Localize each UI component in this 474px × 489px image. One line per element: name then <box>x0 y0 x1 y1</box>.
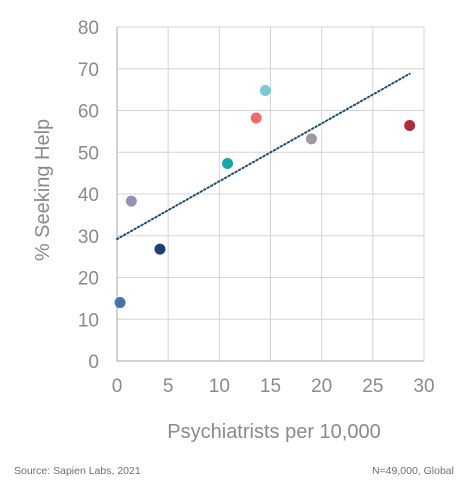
x-tick-label: 10 <box>209 376 230 397</box>
sample-note: N=49,000, Global <box>371 465 454 477</box>
y-tick-label: 70 <box>78 60 99 81</box>
y-tick-label: 50 <box>78 143 99 164</box>
source-note: Source: Sapien Labs, 2021 <box>14 465 141 477</box>
x-tick-label: 25 <box>362 376 383 397</box>
y-axis-title: % Seeking Help <box>32 119 54 261</box>
data-point <box>222 158 234 170</box>
y-tick-label: 60 <box>78 102 99 123</box>
x-tick-label: 20 <box>311 376 332 397</box>
y-tick-label: 30 <box>78 227 99 248</box>
x-tick-label: 15 <box>260 376 281 397</box>
data-point <box>125 195 137 207</box>
data-point <box>305 133 317 145</box>
x-axis-title: Psychiatrists per 10,000 <box>167 421 380 443</box>
tick-labels: 0 10 20 30 40 50 60 70 80 0 5 10 15 20 25 30 <box>78 18 435 397</box>
trendline <box>116 72 411 241</box>
x-tick-label: 5 <box>163 376 174 397</box>
x-tick-label: 30 <box>413 376 434 397</box>
data-point <box>154 243 166 255</box>
grid <box>117 26 425 361</box>
y-tick-label: 0 <box>88 352 99 373</box>
y-tick-label: 40 <box>78 185 99 206</box>
data-points <box>114 84 416 309</box>
data-point <box>404 120 416 132</box>
trendline-group <box>116 72 411 241</box>
data-point <box>114 297 126 309</box>
y-tick-label: 10 <box>78 310 99 331</box>
data-point <box>259 84 271 96</box>
x-tick-label: 0 <box>112 376 123 397</box>
data-point <box>250 112 262 124</box>
y-tick-label: 80 <box>78 18 99 39</box>
y-tick-label: 20 <box>78 269 99 290</box>
